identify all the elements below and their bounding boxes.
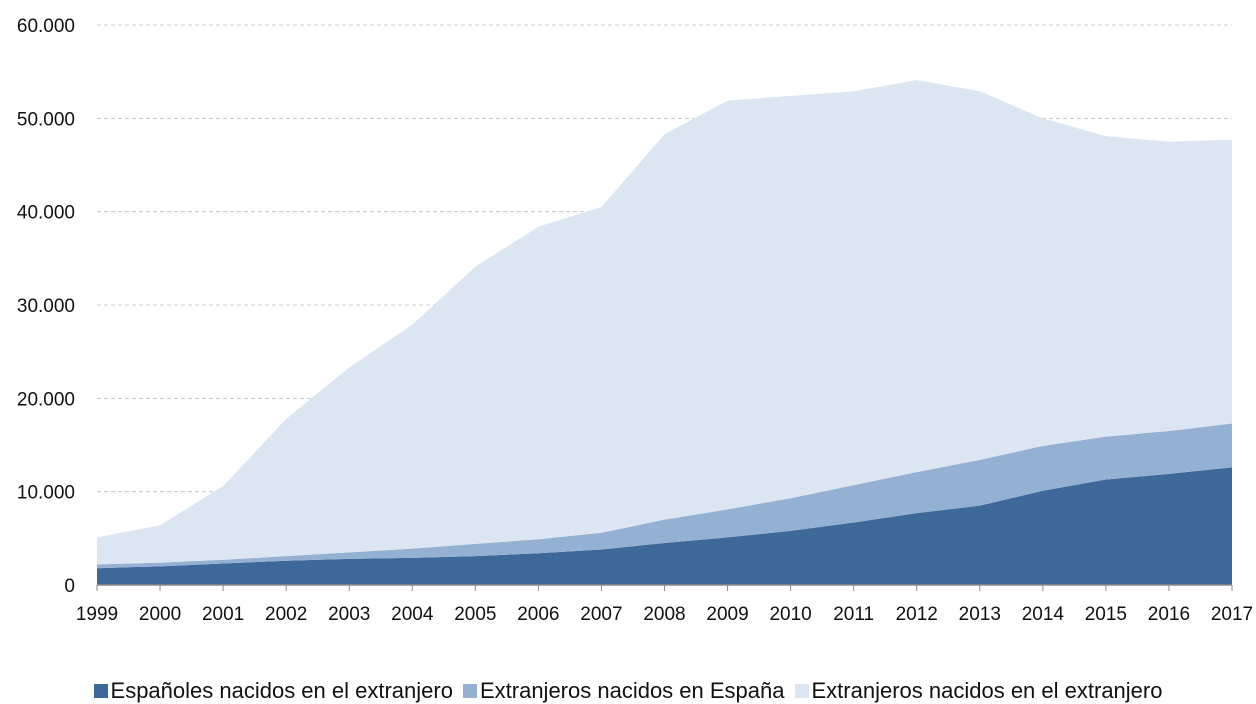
x-tick-label: 2014 [1022, 604, 1065, 625]
y-tick-label: 20.000 [17, 389, 75, 410]
y-tick-label: 0 [64, 576, 75, 597]
legend: Españoles nacidos en el extranjero Extran… [0, 678, 1256, 704]
area-series-1 [97, 467, 1232, 585]
legend-swatch [93, 684, 108, 698]
area-series [97, 80, 1232, 585]
x-tick-label: 2012 [896, 604, 938, 625]
x-tick-label: 2001 [202, 604, 244, 625]
x-tick-label: 2017 [1211, 604, 1253, 625]
x-tick-label: 2007 [580, 604, 622, 625]
legend-swatch [794, 684, 809, 698]
x-tick-labels: 1999 2000 2001 2002 2003 2004 2005 2006 2007 2008… [76, 604, 1253, 625]
legend-item: Extranjeros nacidos en España [462, 678, 785, 704]
x-tick-label: 2013 [959, 604, 1001, 625]
x-tick-label: 2016 [1148, 604, 1190, 625]
area-series-2 [97, 423, 1232, 569]
legend-item: Españoles nacidos en el extranjero [93, 678, 453, 704]
x-tick-label: 2008 [643, 604, 685, 625]
y-tick-label: 50.000 [17, 109, 75, 130]
y-tick-labels: 0 10.000 20.000 30.000 40.000 50.000 60.000 [17, 16, 75, 597]
x-tick-label: 2010 [769, 604, 811, 625]
x-tick-label: 2002 [265, 604, 307, 625]
axes [96, 584, 1233, 591]
area-series-3 [97, 80, 1232, 565]
legend-label: Españoles nacidos en el extranjero [110, 678, 453, 703]
x-tick-label: 2011 [833, 604, 874, 625]
x-tick-label: 2000 [139, 604, 181, 625]
x-tick-label: 2009 [706, 604, 748, 625]
x-tick-label: 2015 [1085, 604, 1127, 625]
y-tick-label: 60.000 [17, 16, 75, 37]
legend-item: Extranjeros nacidos en el extranjero [794, 678, 1163, 704]
y-tick-label: 40.000 [17, 203, 75, 224]
legend-label: Extranjeros nacidos en España [479, 678, 785, 703]
x-tick-label: 2005 [454, 604, 496, 625]
y-tick-label: 10.000 [17, 483, 75, 504]
legend-label: Extranjeros nacidos en el extranjero [811, 678, 1163, 703]
x-tick-label: 1999 [76, 604, 118, 625]
x-tick-label: 2006 [517, 604, 559, 625]
x-tick-label: 2003 [328, 604, 370, 625]
legend-swatch [462, 684, 477, 698]
y-tick-label: 30.000 [17, 296, 75, 317]
x-tick-label: 2004 [391, 604, 434, 625]
